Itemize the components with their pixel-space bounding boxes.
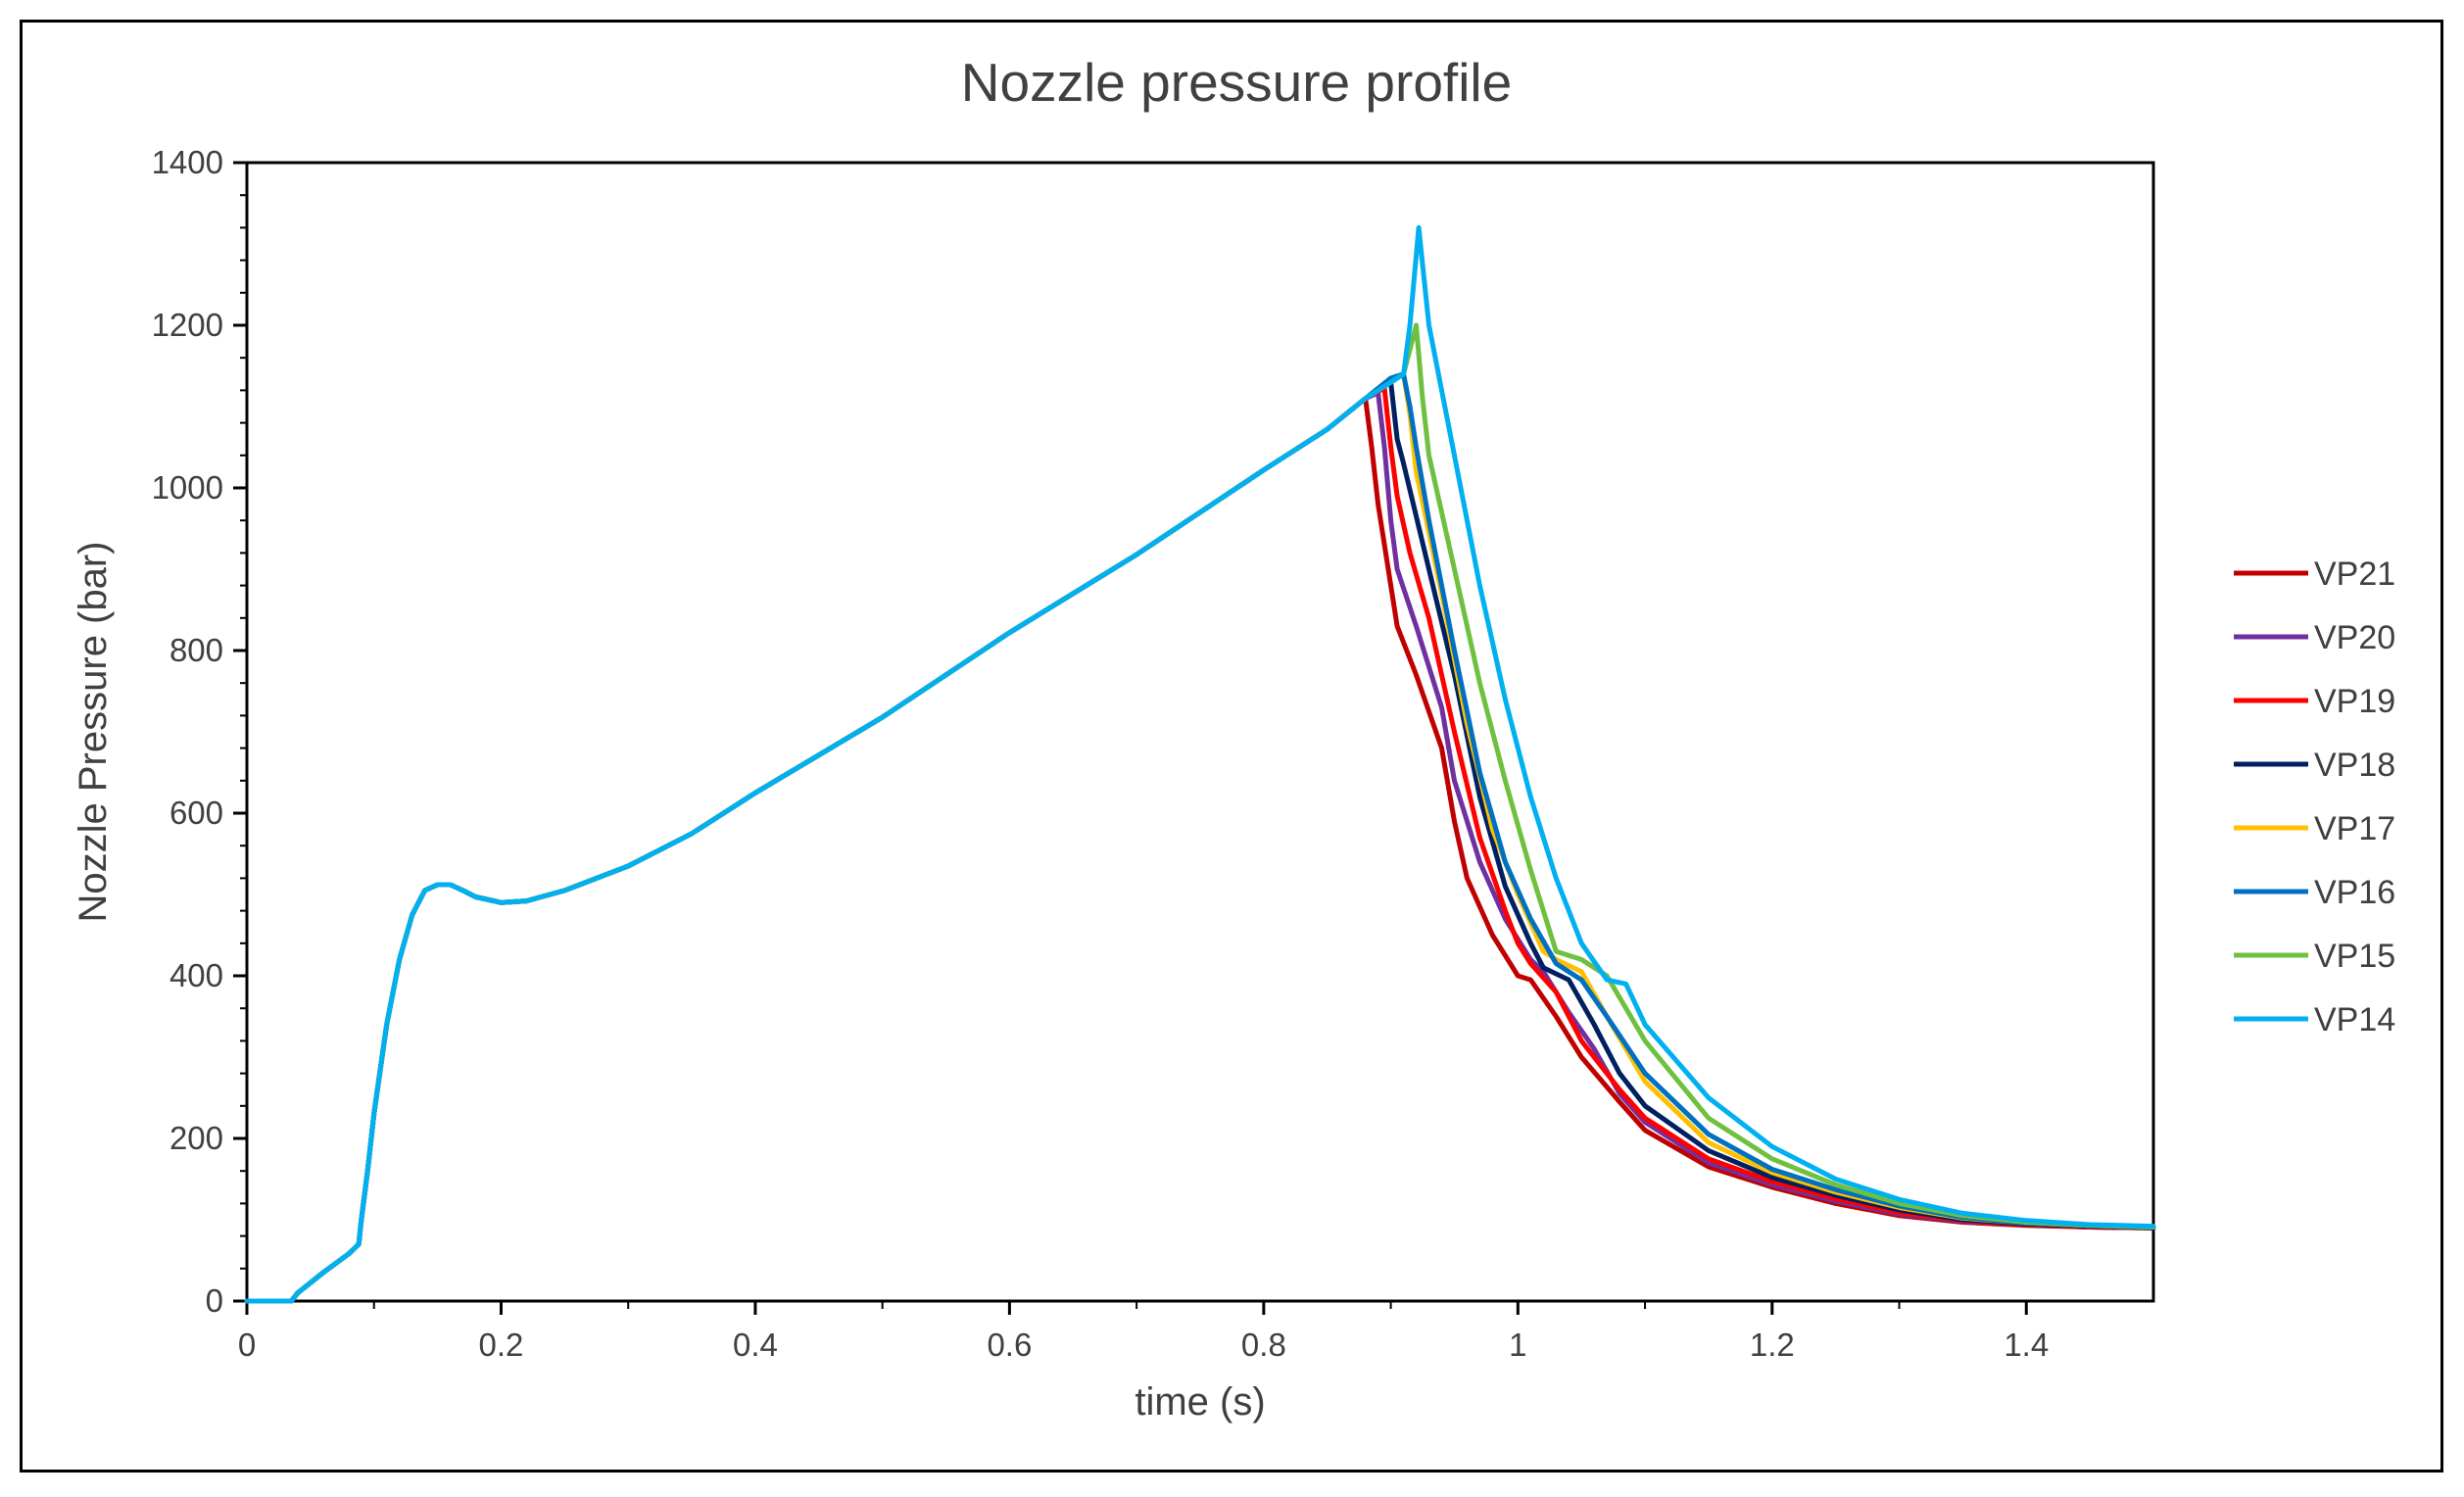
x-axis-title: time (s)	[1135, 1380, 1265, 1424]
legend-label-vp21: VP21	[2314, 555, 2395, 593]
plot-area	[245, 161, 2155, 1303]
plot-border	[245, 161, 2155, 1303]
series-line-vp14	[244, 224, 2156, 1304]
y-axis-title: Nozzle Pressure (bar)	[72, 541, 115, 922]
y-tick-label: 800	[169, 632, 223, 668]
y-tick-label: 1400	[152, 144, 223, 180]
legend-label-vp20: VP20	[2314, 619, 2395, 656]
x-axis: 0 0.2 0.4 0.6 0.8 1 1.2 1.4	[238, 1301, 2049, 1363]
legend-label-vp16: VP16	[2314, 874, 2395, 911]
x-tick-label: 0.4	[733, 1327, 778, 1363]
y-tick-label: 200	[169, 1120, 223, 1156]
chart-title: Nozzle pressure profile	[961, 52, 1512, 113]
y-tick-label: 1200	[152, 307, 223, 343]
y-tick-label: 0	[206, 1282, 223, 1319]
x-tick-label: 0.6	[987, 1327, 1032, 1363]
y-tick-label: 600	[169, 795, 223, 831]
legend: VP21 VP20 VP19 VP18 VP17 VP16 VP15 VP14	[2234, 555, 2395, 1038]
series-lines	[244, 224, 2156, 1304]
legend-label-vp14: VP14	[2314, 1001, 2395, 1038]
x-tick-label: 0.2	[479, 1327, 524, 1363]
x-tick-label: 0	[238, 1327, 256, 1363]
legend-label-vp19: VP19	[2314, 683, 2395, 720]
x-tick-label: 1.4	[2004, 1327, 2049, 1363]
legend-label-vp18: VP18	[2314, 747, 2395, 784]
legend-label-vp17: VP17	[2314, 810, 2395, 847]
y-tick-label: 1000	[152, 469, 223, 506]
legend-label-vp15: VP15	[2314, 938, 2395, 975]
x-tick-label: 1.2	[1750, 1327, 1795, 1363]
y-axis: 0 200 400 600 800 1000 1200 1400	[152, 144, 247, 1319]
y-tick-label: 400	[169, 957, 223, 993]
x-tick-label: 1	[1509, 1327, 1526, 1363]
x-tick-label: 0.8	[1241, 1327, 1286, 1363]
